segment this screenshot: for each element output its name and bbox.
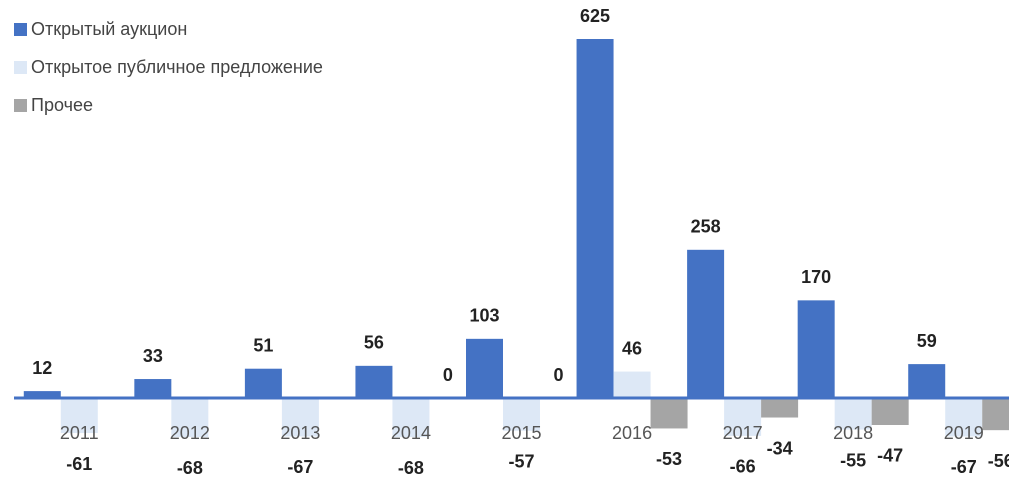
- data-label: 59: [917, 331, 937, 351]
- bar: [281, 398, 319, 437]
- x-tick-label: 2014: [391, 423, 431, 443]
- bar: [761, 398, 799, 418]
- x-tick-label: 2012: [170, 423, 210, 443]
- data-label: 51: [253, 335, 273, 355]
- x-tick-label: 2018: [833, 423, 873, 443]
- data-label: -47: [877, 446, 903, 466]
- bar: [613, 371, 651, 398]
- bar: [908, 364, 946, 398]
- data-label: -67: [287, 457, 313, 477]
- data-label: -34: [767, 438, 793, 458]
- legend-label: Открытый аукцион: [31, 19, 187, 39]
- legend-swatch: [14, 99, 27, 112]
- x-tick-label: 2019: [944, 423, 984, 443]
- data-label: 0: [553, 365, 563, 385]
- data-label: 56: [364, 333, 384, 353]
- legend-label: Прочее: [31, 95, 93, 115]
- bar: [834, 398, 872, 430]
- bar: [982, 398, 1009, 431]
- data-label: -55: [840, 450, 866, 470]
- data-label: -53: [656, 449, 682, 469]
- bar: [576, 39, 614, 398]
- bar: [650, 398, 688, 429]
- x-tick-label: 2017: [723, 423, 763, 443]
- data-label: 170: [801, 267, 831, 287]
- data-label: -68: [398, 458, 424, 478]
- data-label: -67: [951, 457, 977, 477]
- legend-label: Открытое публичное предложение: [31, 57, 323, 77]
- bar: [945, 398, 983, 437]
- data-label: -68: [177, 458, 203, 478]
- data-label: -56: [988, 451, 1009, 471]
- x-tick-label: 2016: [612, 423, 652, 443]
- data-label: -66: [730, 457, 756, 477]
- x-tick-label: 2013: [280, 423, 320, 443]
- legend-swatch: [14, 23, 27, 36]
- data-label: 12: [32, 358, 52, 378]
- bar: [687, 249, 725, 398]
- x-tick-label: 2015: [501, 423, 541, 443]
- data-label: -61: [66, 454, 92, 474]
- data-label: 33: [143, 346, 163, 366]
- bar: [503, 398, 540, 431]
- x-tick-label: 2011: [60, 423, 99, 443]
- bar: [797, 300, 835, 398]
- bar: [871, 398, 909, 425]
- data-label: -57: [508, 451, 534, 471]
- data-label: 0: [443, 365, 453, 385]
- bar: [171, 398, 209, 438]
- data-label: 103: [469, 306, 499, 326]
- bar: [466, 338, 503, 398]
- legend-swatch: [14, 61, 27, 74]
- data-label: 625: [580, 6, 610, 26]
- bar: [244, 368, 282, 398]
- bar: [23, 391, 61, 398]
- bar: [355, 365, 393, 398]
- bar: [134, 379, 172, 398]
- data-label: 46: [622, 338, 642, 358]
- bar: [724, 398, 762, 436]
- bar: [60, 398, 98, 434]
- data-label: 258: [691, 217, 721, 237]
- bar: [392, 398, 430, 438]
